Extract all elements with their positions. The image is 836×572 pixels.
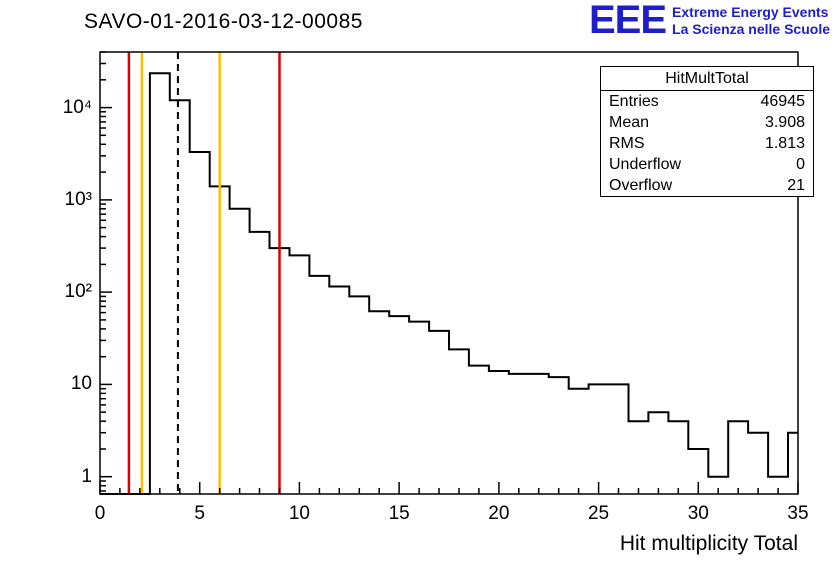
stat-value: 0 bbox=[796, 156, 805, 173]
stat-value: 21 bbox=[787, 177, 805, 194]
stats-row: Entries 46945 bbox=[601, 91, 813, 112]
x-tick-label: 15 bbox=[388, 503, 410, 524]
y-tick-label: 1 bbox=[81, 465, 92, 487]
stats-rows: Entries 46945 Mean 3.908 RMS 1.813 Underflow 0 O… bbox=[601, 91, 813, 196]
x-tick-label: 35 bbox=[787, 503, 809, 524]
x-tick-label: 25 bbox=[587, 503, 610, 524]
stat-value: 3.908 bbox=[764, 114, 805, 131]
y-tick-label: 10³ bbox=[64, 188, 92, 210]
eee-logo: EEE Extreme Energy Events La Scienza nel… bbox=[589, 0, 830, 42]
x-tick-label: 0 bbox=[94, 503, 106, 524]
y-tick-label: 10² bbox=[64, 281, 92, 303]
y-tick-label: 10 bbox=[70, 373, 92, 395]
stats-box: HitMultTotal Entries 46945 Mean 3.908 RMS 1.8… bbox=[600, 66, 814, 197]
x-tick-label: 5 bbox=[194, 503, 205, 524]
eee-logo-line2: La Scienza nelle Scuole bbox=[672, 21, 830, 37]
eee-logo-line1: Extreme Energy Events bbox=[672, 4, 829, 20]
x-tick-label: 10 bbox=[288, 503, 310, 524]
stats-row: Underflow 0 bbox=[601, 154, 813, 175]
stat-label: Overflow bbox=[609, 177, 673, 194]
stats-row: RMS 1.813 bbox=[601, 133, 813, 154]
stat-value: 1.813 bbox=[764, 135, 805, 152]
stat-label: Mean bbox=[609, 114, 650, 131]
page-title: SAVO-01-2016-03-12-00085 bbox=[84, 10, 363, 33]
plot-frame bbox=[99, 51, 799, 495]
x-axis-title: Hit multiplicity Total bbox=[619, 532, 798, 555]
stat-label: Underflow bbox=[609, 156, 682, 173]
eee-logo-acronym: EEE bbox=[589, 0, 667, 42]
x-tick-label: 20 bbox=[488, 503, 510, 524]
eee-logo-text: Extreme Energy Events La Scienza nelle S… bbox=[672, 2, 830, 38]
x-tick-label: 30 bbox=[687, 503, 709, 524]
stats-row: Mean 3.908 bbox=[601, 112, 813, 133]
stat-value: 46945 bbox=[760, 93, 806, 110]
stats-row: Overflow 21 bbox=[601, 175, 813, 196]
histogram-line bbox=[100, 72, 798, 495]
stat-label: Entries bbox=[609, 93, 659, 110]
y-tick-label: 10⁴ bbox=[62, 96, 92, 118]
stat-label: RMS bbox=[609, 135, 645, 152]
stats-box-title: HitMultTotal bbox=[601, 67, 813, 91]
